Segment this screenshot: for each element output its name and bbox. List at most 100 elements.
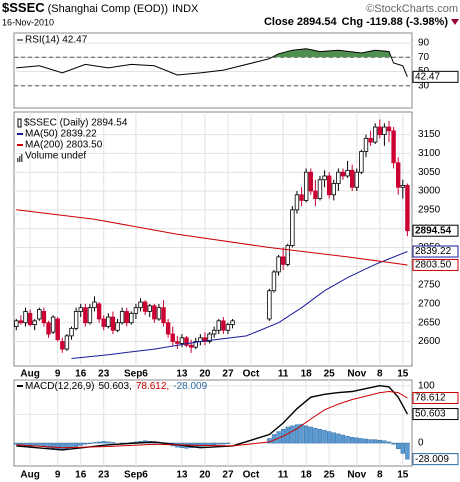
candle-body xyxy=(60,341,65,350)
candle-body xyxy=(313,190,318,199)
close-label: Close xyxy=(264,16,294,28)
histogram-bar xyxy=(78,442,83,446)
histogram-bar xyxy=(317,429,323,444)
y-tick-label: 30 xyxy=(418,80,430,91)
legend: MA(200) 2803.50 xyxy=(25,140,103,151)
y-tick-label: 2600 xyxy=(418,336,441,347)
legend: MACD(12,26,9) 50.603, 78.612, -28.009 xyxy=(25,381,208,392)
candle-body xyxy=(349,169,355,188)
candle-body xyxy=(101,318,106,327)
candle-body xyxy=(317,179,323,199)
candle-body xyxy=(46,322,51,335)
histogram-bar xyxy=(336,433,341,444)
x-tick-label: 8 xyxy=(377,369,383,380)
candle-body xyxy=(78,307,83,312)
histogram-bar xyxy=(60,442,65,450)
histogram-bar xyxy=(304,425,309,444)
histogram-bar xyxy=(294,424,300,444)
candle-body xyxy=(216,320,221,331)
chart-heading: $SSEC (Shanghai Comp (EOD)) INDX xyxy=(2,0,199,15)
candle-body xyxy=(294,194,300,211)
x-tick-label: 23 xyxy=(98,369,110,380)
rsi-fill xyxy=(272,48,392,58)
candle-body xyxy=(326,175,332,196)
candle-body xyxy=(14,320,19,327)
x-tick-label: 25 xyxy=(324,369,336,380)
value-box xyxy=(412,453,459,466)
y-tick-label: 3150 xyxy=(418,129,441,140)
quote: Close 2894.54 Chg -119.88 (-3.98%) xyxy=(264,16,448,28)
x-tick-label: 23 xyxy=(98,470,110,481)
histogram-bar xyxy=(271,434,277,444)
candle-body xyxy=(87,307,93,324)
y-tick-label: 70 xyxy=(418,52,430,63)
candle-body xyxy=(322,175,327,181)
candle-body xyxy=(299,194,304,201)
candle-body xyxy=(106,316,111,327)
candle-body xyxy=(119,311,125,324)
candle-body xyxy=(391,130,396,164)
candle-body xyxy=(96,303,102,320)
legend-icon xyxy=(17,158,19,162)
histogram-bar xyxy=(354,437,359,444)
histogram-bar xyxy=(290,425,295,444)
candle-body xyxy=(211,329,217,335)
candle-body xyxy=(276,256,281,273)
candle-body xyxy=(340,171,346,177)
candle-body xyxy=(156,307,162,320)
value-box xyxy=(412,408,459,421)
date: 16-Nov-2010 xyxy=(2,17,54,27)
candle-body xyxy=(23,311,28,324)
symbol: $SSEC xyxy=(2,0,45,15)
candle-body xyxy=(285,245,290,265)
candle-body xyxy=(124,311,129,324)
rsi-panel xyxy=(13,32,413,109)
candle-body xyxy=(175,341,180,344)
candle-body xyxy=(395,162,401,188)
candle-body xyxy=(92,301,97,309)
histogram-bar xyxy=(396,442,401,450)
candle-body xyxy=(83,307,88,324)
x-tick-label: 13 xyxy=(176,369,188,380)
x-tick-label: 15 xyxy=(397,369,409,380)
value-box xyxy=(412,245,459,258)
candle-body xyxy=(280,256,286,265)
value-label: 2839.22 xyxy=(415,246,452,257)
x-tick-label: 18 xyxy=(301,369,313,380)
candle-body xyxy=(152,305,157,320)
value-box xyxy=(412,258,459,271)
histogram-bar xyxy=(83,442,88,445)
histogram-bar xyxy=(368,439,373,444)
candle-body xyxy=(184,337,189,346)
value-box xyxy=(412,391,459,404)
x-tick-label: 11 xyxy=(278,369,289,380)
x-tick-label: Aug xyxy=(20,369,39,380)
histogram-bar xyxy=(373,439,378,444)
candle-body xyxy=(368,137,373,143)
x-tick-label: Nov xyxy=(347,470,366,481)
value-label: 42.47 xyxy=(415,71,440,82)
candle-body xyxy=(142,301,148,312)
candle-body xyxy=(202,337,208,342)
x-tick-label: 20 xyxy=(199,369,211,380)
candle-body xyxy=(37,309,42,320)
candle-body xyxy=(230,320,235,326)
x-tick-label: 9 xyxy=(55,369,61,380)
histogram-bar xyxy=(350,437,355,444)
y-tick-label: 100 xyxy=(418,380,435,391)
x-tick-label: Oct xyxy=(243,470,260,481)
y-tick-label: 90 xyxy=(418,38,430,49)
candle-body xyxy=(64,335,70,350)
candle-body xyxy=(193,341,198,348)
y-tick-label: 3000 xyxy=(418,186,441,197)
candle-body xyxy=(359,151,364,173)
histogram-bar xyxy=(382,440,387,444)
candle-body xyxy=(354,171,359,188)
x-tick-label: Sep6 xyxy=(124,369,148,380)
value-label: -28.009 xyxy=(415,454,449,465)
macd-line xyxy=(16,384,409,451)
moving-average xyxy=(71,251,408,359)
candle-body xyxy=(372,126,378,143)
candle-body xyxy=(207,333,212,342)
histogram-bar xyxy=(308,426,313,444)
